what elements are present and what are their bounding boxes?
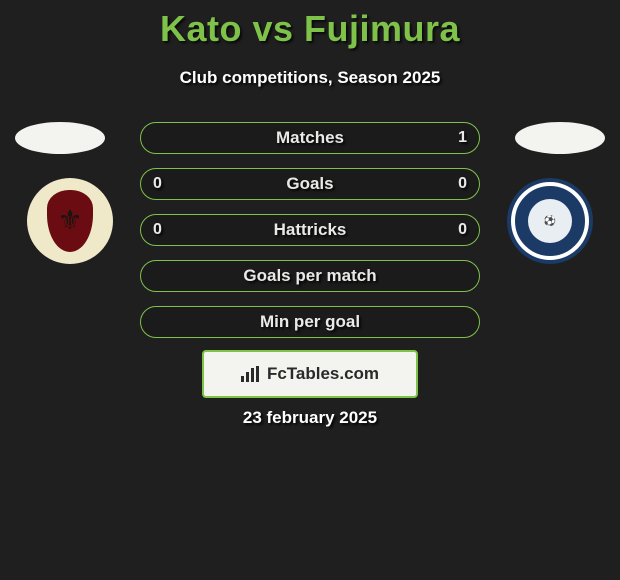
stat-row-matches: Matches 1 <box>140 122 480 154</box>
stat-label: Goals per match <box>243 266 376 286</box>
stat-left-value: 0 <box>153 175 162 193</box>
badge-icon: ⚽ <box>528 199 572 243</box>
stat-row-hattricks: 0 Hattricks 0 <box>140 214 480 246</box>
stat-label: Hattricks <box>274 220 347 240</box>
club-logo-right: ⚽ <box>507 178 593 264</box>
brand-badge: FcTables.com <box>202 350 418 398</box>
stat-right-value: 1 <box>458 129 467 147</box>
stat-row-goals: 0 Goals 0 <box>140 168 480 200</box>
fleur-icon: ⚜ <box>57 203 82 236</box>
stat-label: Goals <box>286 174 333 194</box>
stat-row-min-per-goal: Min per goal <box>140 306 480 338</box>
stat-label: Matches <box>276 128 344 148</box>
player-photo-right <box>515 122 605 154</box>
page-subtitle: Club competitions, Season 2025 <box>0 68 620 88</box>
stat-label: Min per goal <box>260 312 360 332</box>
stat-right-value: 0 <box>458 221 467 239</box>
club-logo-left: ⚜ <box>27 178 113 264</box>
page-title: Kato vs Fujimura <box>0 0 620 50</box>
stat-right-value: 0 <box>458 175 467 193</box>
bar-chart-icon <box>241 366 261 382</box>
stat-row-goals-per-match: Goals per match <box>140 260 480 292</box>
player-photo-left <box>15 122 105 154</box>
brand-text: FcTables.com <box>267 364 379 384</box>
shield-icon: ⚜ <box>47 190 93 252</box>
stat-left-value: 0 <box>153 221 162 239</box>
stat-rows: Matches 1 0 Goals 0 0 Hattricks 0 Goals … <box>140 122 480 352</box>
footer-date: 23 february 2025 <box>0 408 620 428</box>
